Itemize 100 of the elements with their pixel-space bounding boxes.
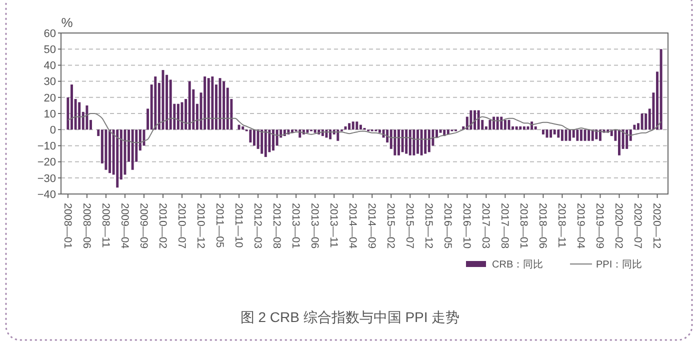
x-tick-label: 2008—11 — [99, 203, 112, 248]
bar — [515, 126, 518, 130]
bar — [640, 114, 644, 130]
bar — [420, 130, 423, 156]
x-tick-label: 2017—08 — [498, 203, 510, 249]
bar — [242, 126, 244, 130]
x-tick-label: 2014—09 — [365, 203, 378, 249]
bar — [626, 130, 628, 149]
bar — [253, 130, 256, 146]
bar — [336, 130, 340, 141]
bar — [560, 130, 564, 141]
y-tick-label: 60 — [44, 28, 56, 40]
y-tick-label: −30 — [37, 172, 56, 185]
bar — [477, 110, 480, 130]
bar — [500, 116, 503, 130]
bar — [86, 105, 88, 130]
y-tick-label: 20 — [44, 92, 56, 104]
bar — [154, 76, 157, 130]
y-tick-label: −10 — [37, 140, 56, 153]
bar — [218, 78, 222, 130]
bar — [359, 124, 362, 130]
bar — [598, 130, 602, 141]
x-tick-label: 2016—10 — [460, 203, 472, 249]
x-tick-label: 2013—11 — [327, 203, 340, 248]
x-tick-label: 2020—02 — [612, 203, 625, 249]
bar — [222, 81, 226, 130]
x-tick-label: 2010—07 — [175, 203, 188, 249]
line-series — [67, 113, 662, 143]
y-axis-title: % — [61, 15, 74, 30]
bar — [568, 130, 572, 141]
bar — [260, 130, 264, 154]
x-tick-label: 2015—02 — [384, 203, 396, 249]
bar — [408, 130, 412, 156]
bar — [588, 130, 590, 141]
x-tick-label: 2012—03 — [251, 203, 264, 249]
y-tick-label: −40 — [37, 188, 56, 201]
bar — [272, 130, 274, 151]
bar — [496, 116, 499, 130]
x-tick-label: 2008—01 — [61, 203, 74, 249]
bar — [542, 130, 544, 134]
x-tick-label: 2019—09 — [594, 203, 606, 249]
x-tick-label: 2010—02 — [156, 203, 168, 249]
bar — [401, 130, 404, 152]
x-tick-label: 2018—06 — [536, 203, 549, 249]
bar — [104, 130, 108, 170]
bar — [306, 130, 309, 133]
bar — [557, 130, 560, 138]
x-tick-label: 2009—09 — [137, 203, 150, 249]
bar — [508, 120, 510, 130]
bar — [264, 130, 267, 157]
x-tick-label: 2020—07 — [632, 203, 644, 249]
bar — [394, 130, 396, 156]
x-tick-label: 2019—04 — [574, 203, 587, 249]
x-tick-label: 2018—11 — [556, 203, 568, 248]
bar — [660, 49, 662, 130]
bar — [424, 130, 427, 154]
bar — [405, 130, 408, 154]
x-tick-label: 2008—06 — [80, 203, 92, 249]
x-tick-label: 2017—03 — [479, 203, 492, 249]
x-tick-label: 2010—12 — [194, 203, 206, 249]
text: 图 2 CRB 综合指数与中国 PPI 走势 — [240, 309, 460, 325]
bar — [416, 130, 419, 154]
bar — [591, 130, 594, 141]
bar — [70, 84, 73, 130]
bar — [238, 124, 240, 130]
bar — [116, 130, 119, 188]
y-tick-label: 0 — [50, 124, 56, 136]
bar — [329, 130, 332, 140]
bar — [428, 130, 430, 152]
bar — [249, 130, 252, 142]
bar — [550, 130, 552, 138]
x-tick-label: 2015—12 — [422, 203, 434, 249]
bar — [314, 130, 316, 133]
bar — [576, 130, 579, 141]
legend-label: CRB：同比 — [492, 258, 544, 270]
x-tick-label: 2013—06 — [308, 203, 320, 249]
legend-label: PPI：同比 — [596, 258, 642, 270]
bar — [633, 124, 636, 130]
x-tick-label: 2020—12 — [650, 203, 663, 249]
bar — [131, 130, 134, 170]
y-tick-label: 50 — [44, 44, 56, 56]
bar — [439, 130, 442, 133]
bar — [572, 130, 575, 138]
bar — [348, 123, 351, 130]
bar — [108, 130, 111, 174]
x-tick-label: 2012—08 — [270, 203, 282, 249]
x-tick-label: 2009—04 — [118, 203, 130, 249]
bar — [618, 130, 620, 156]
x-tick-label: 2011—05 — [213, 203, 226, 248]
bar — [584, 130, 586, 141]
bar — [356, 122, 358, 130]
y-tick-label: −20 — [37, 156, 56, 169]
y-tick-label: 30 — [44, 76, 56, 88]
bar — [522, 126, 526, 130]
x-tick-label: 2018—01 — [518, 203, 530, 249]
x-tick-label: 2013—01 — [289, 203, 302, 249]
bar — [474, 110, 476, 130]
bar — [352, 122, 354, 130]
bar — [188, 81, 191, 130]
bar — [412, 130, 416, 156]
